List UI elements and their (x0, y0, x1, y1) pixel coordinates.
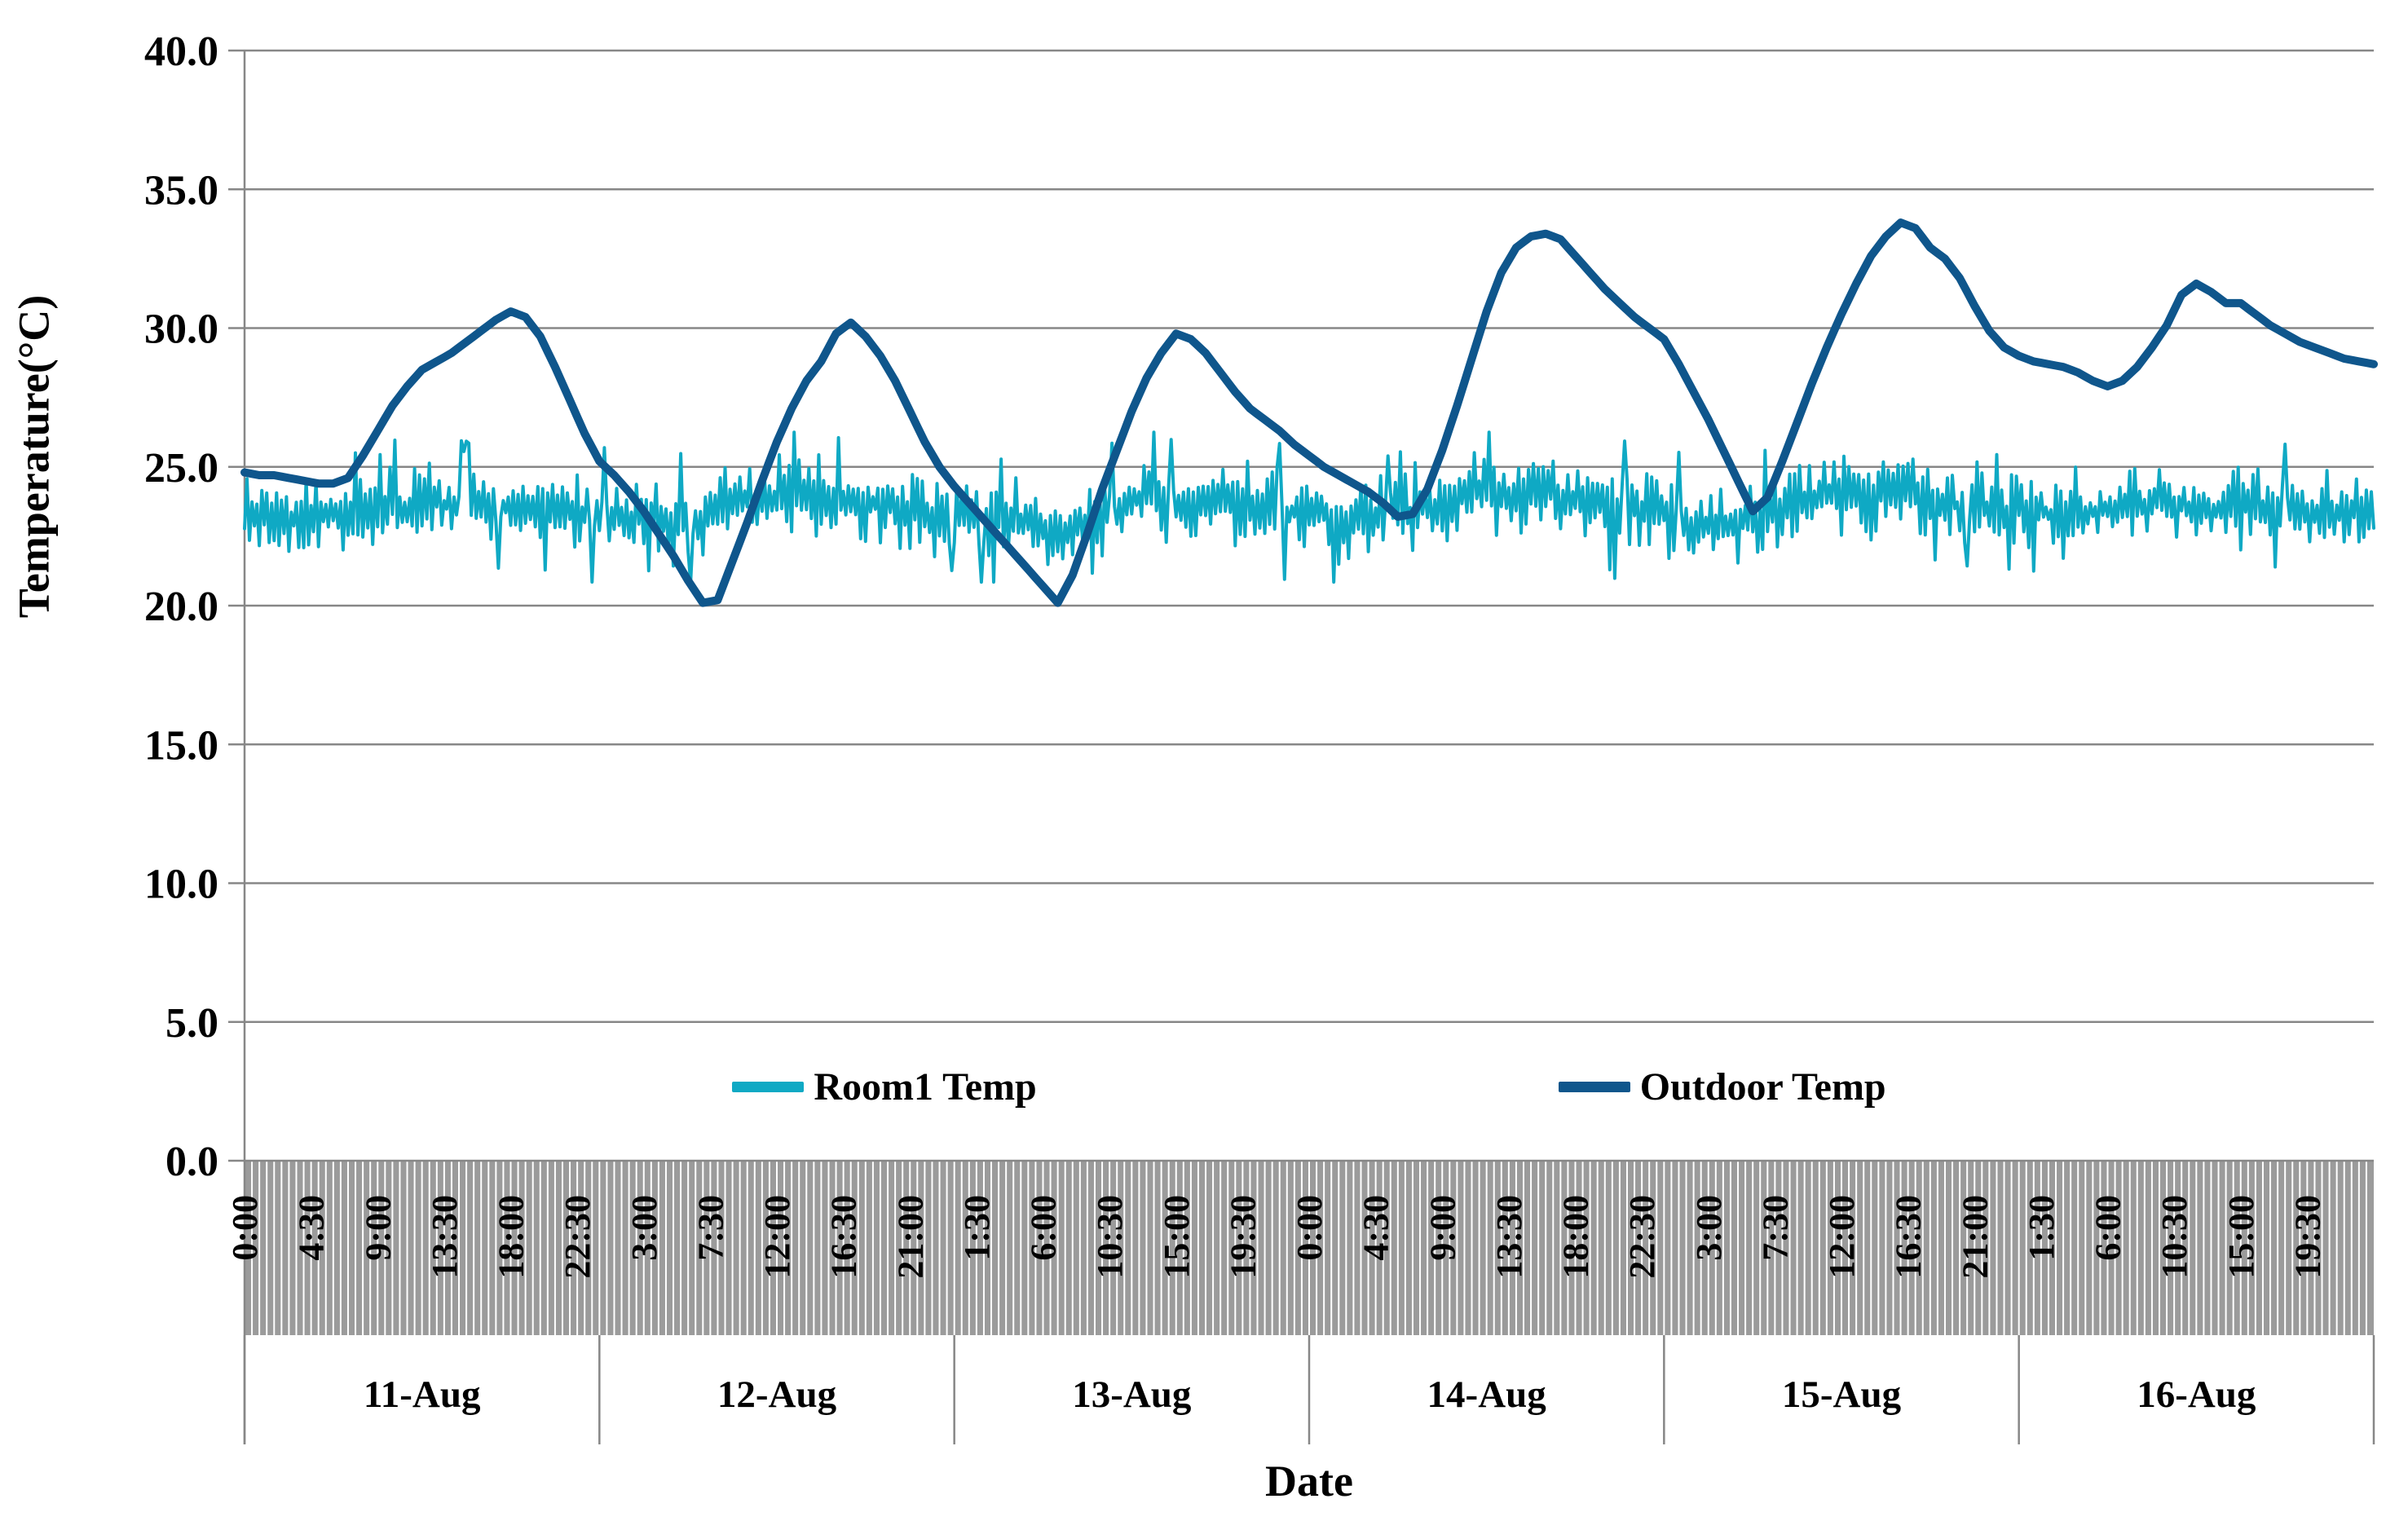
x-time-tick-label: 18:00 (492, 1195, 531, 1279)
x-time-tick-label: 4:30 (1356, 1195, 1396, 1261)
x-time-tick-label: 3:00 (624, 1195, 664, 1261)
y-tick-label: 15.0 (144, 722, 218, 769)
x-time-tick-label: 15:00 (1157, 1195, 1197, 1279)
x-date-label: 14-Aug (1427, 1373, 1547, 1416)
x-time-tick-label: 10:30 (2154, 1195, 2194, 1279)
x-time-tick-label: 22:30 (558, 1195, 598, 1279)
x-time-tick-label: 0:00 (1290, 1195, 1330, 1261)
x-time-tick-label: 6:00 (2088, 1195, 2128, 1261)
y-tick-label: 25.0 (144, 445, 218, 492)
y-tick-label: 10.0 (144, 862, 218, 908)
room1-temp-line-swatch (732, 1082, 805, 1092)
x-time-tick-label: 13:30 (425, 1195, 465, 1279)
x-date-label: 11-Aug (364, 1373, 481, 1416)
x-time-tick-label: 16:30 (824, 1195, 864, 1279)
x-time-tick-label: 22:30 (1622, 1195, 1662, 1279)
outdoor-temp-line-swatch (1558, 1082, 1630, 1092)
y-axis-title-text: Temperature(°C) (9, 294, 59, 619)
y-tick-label: 0.0 (165, 1139, 218, 1185)
x-time-tick-label: 13:30 (1489, 1195, 1529, 1279)
x-date-label: 13-Aug (1072, 1373, 1192, 1416)
x-time-tick-label: 1:30 (957, 1195, 997, 1261)
x-time-tick-label: 18:00 (1556, 1195, 1596, 1279)
x-time-tick-label: 7:30 (690, 1195, 730, 1261)
legend-item-outdoor: Outdoor Temp (1558, 1065, 1886, 1109)
x-time-tick-label: 0:00 (225, 1195, 265, 1261)
legend-label-room1: Room1 Temp (814, 1065, 1037, 1109)
x-time-tick-label: 6:00 (1024, 1195, 1064, 1261)
y-tick-label: 5.0 (165, 1000, 218, 1047)
x-time-tick-label: 7:30 (1755, 1195, 1795, 1261)
room1-temp-series-line (243, 430, 2375, 584)
x-time-tick-label: 1:30 (2022, 1195, 2062, 1261)
x-time-tick-label: 9:00 (1422, 1195, 1462, 1261)
x-axis-title: Date (1265, 1457, 1353, 1506)
x-time-tick-label: 15:00 (2221, 1195, 2261, 1279)
y-tick-label: 40.0 (144, 29, 218, 75)
x-date-label: 15-Aug (1782, 1373, 1902, 1416)
y-tick-label: 35.0 (144, 167, 218, 214)
x-time-tick-label: 9:00 (358, 1195, 398, 1261)
x-time-tick-label: 4:30 (292, 1195, 332, 1261)
x-time-tick-label: 10:30 (1090, 1195, 1130, 1279)
x-date-label: 12-Aug (717, 1373, 837, 1416)
x-date-label: 16-Aug (2137, 1373, 2256, 1416)
x-time-tick-label: 21:00 (890, 1195, 930, 1279)
legend-item-room1: Room1 Temp (732, 1065, 1037, 1109)
x-time-tick-label: 12:00 (1822, 1195, 1862, 1279)
x-time-tick-label: 16:30 (1889, 1195, 1929, 1279)
y-tick-label: 30.0 (144, 306, 218, 353)
y-axis-title: Temperature(°C) (5, 114, 62, 799)
x-time-tick-label: 19:30 (1223, 1195, 1263, 1279)
chart-legend: Room1 Temp Outdoor Temp (245, 1065, 2374, 1109)
legend-label-outdoor: Outdoor Temp (1639, 1065, 1886, 1109)
x-time-tick-label: 19:30 (2287, 1195, 2327, 1279)
x-time-tick-label: 12:00 (757, 1195, 797, 1279)
x-time-tick-label: 21:00 (1955, 1195, 1995, 1279)
y-tick-label: 20.0 (144, 584, 218, 630)
x-time-tick-label: 3:00 (1689, 1195, 1729, 1261)
outdoor-temp-series-line (240, 218, 2378, 607)
